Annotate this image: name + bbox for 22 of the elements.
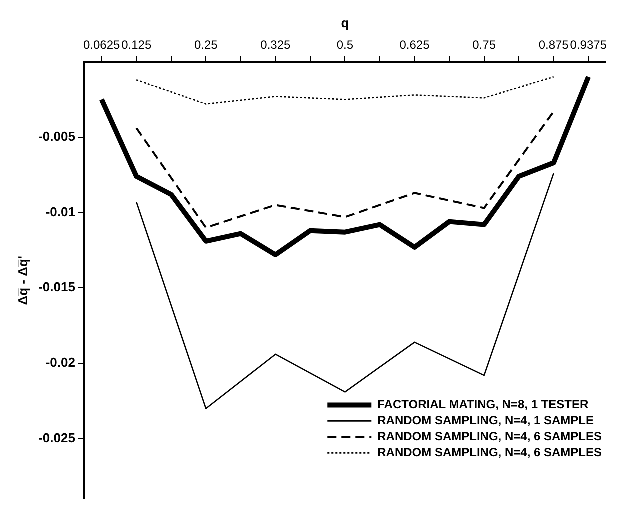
x-tick-label: 0.125 [122, 38, 152, 52]
y-tick-label: -0.015 [38, 280, 76, 295]
x-tick-label: 0.25 [194, 38, 218, 52]
x-tick-label: 0.0625 [83, 38, 121, 52]
x-tick-label: 0.9375 [570, 38, 608, 52]
x-tick-label: 0.5 [336, 38, 354, 52]
x-tick-label: 0.325 [260, 38, 292, 52]
x-axis-title: q [341, 15, 350, 30]
y-tick-label: -0.025 [38, 430, 76, 446]
x-tick-label: 0.625 [400, 38, 430, 52]
legend-label: RANDOM SAMPLING, N=4, 6 SAMPLES [378, 446, 602, 460]
legend-label: RANDOM SAMPLING, N=4, 1 SAMPLE [378, 414, 594, 428]
y-tick-label: -0.005 [38, 128, 76, 144]
line-series [136, 110, 555, 229]
x-tick-label: 0.875 [538, 38, 570, 52]
y-axis-title: Δq̅ - Δq̅' [15, 256, 30, 306]
x-tick-label: 0.75 [472, 38, 496, 52]
y-tick-label: -0.02 [46, 355, 76, 370]
line-series [136, 76, 554, 105]
y-tick-label: -0.01 [46, 204, 76, 220]
legend-label: FACTORIAL MATING, N=8, 1 TESTER [378, 398, 589, 412]
legend-label: RANDOM SAMPLING, N=4, 6 SAMPLES [378, 430, 602, 444]
